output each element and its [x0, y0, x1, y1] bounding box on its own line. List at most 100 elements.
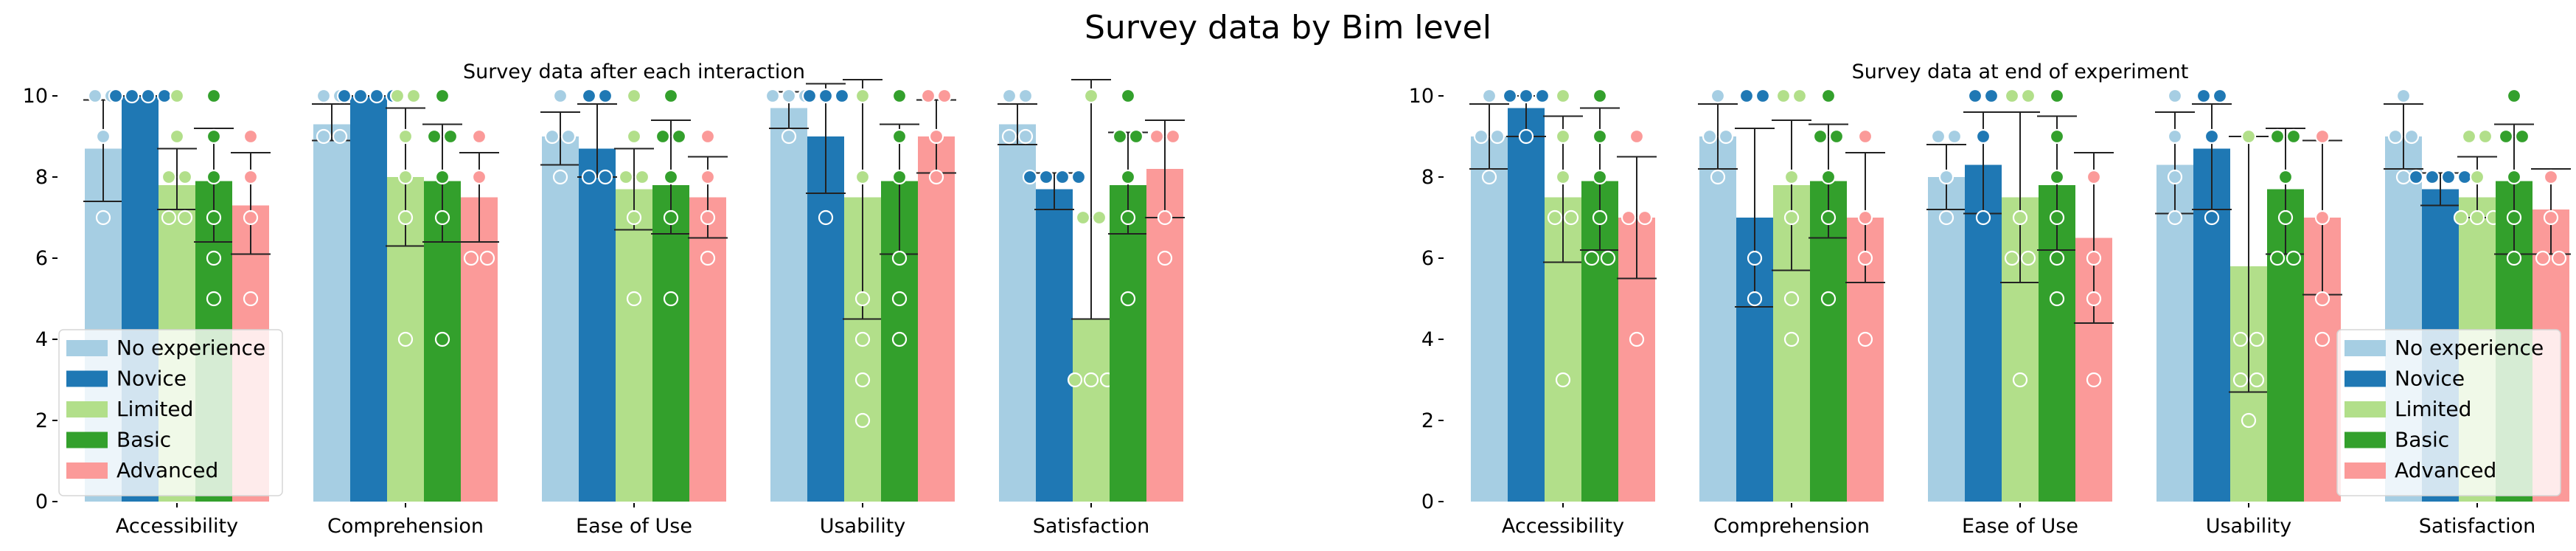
data-point: [1747, 291, 1763, 307]
data-point: [663, 88, 679, 104]
data-point: [1038, 169, 1054, 185]
data-point: [1555, 169, 1571, 185]
data-point: [2049, 88, 2065, 104]
bar-no-experience-comprehension: [1699, 136, 1736, 502]
data-point: [1938, 169, 1954, 185]
panel-after-interaction: Survey data after each interaction 0 2 4 6 8 1…: [23, 60, 1185, 538]
y-tick-label: 8: [1421, 166, 1434, 189]
legend-label-no-experience: No experience: [2395, 336, 2544, 360]
data-point: [1710, 88, 1726, 104]
data-point: [206, 291, 222, 307]
bar-basic-satisfaction: [1110, 185, 1146, 502]
data-point: [87, 88, 103, 104]
data-point: [700, 250, 716, 266]
data-point: [389, 88, 405, 104]
data-point: [2314, 331, 2330, 347]
bar-novice-accessibility: [1508, 108, 1545, 502]
data-point: [161, 209, 177, 226]
data-point: [2241, 412, 2257, 429]
data-point: [626, 209, 642, 226]
data-point: [2086, 250, 2102, 266]
data-point: [1702, 128, 1718, 145]
legend-frame: [2336, 329, 2561, 496]
data-point: [1518, 88, 1534, 104]
data-point: [2241, 128, 2257, 145]
data-point: [1555, 372, 1571, 388]
subplot-title: Survey data after each interaction: [463, 60, 805, 83]
data-point: [479, 250, 495, 266]
data-point: [765, 88, 781, 104]
legend-swatch-novice: [66, 370, 108, 387]
data-point: [1157, 209, 1173, 226]
data-point: [581, 88, 597, 104]
data-point: [352, 88, 369, 104]
data-point: [1792, 88, 1808, 104]
data-point: [434, 331, 450, 347]
data-point: [2167, 128, 2183, 145]
data-point: [169, 88, 185, 104]
data-point: [2543, 209, 2559, 226]
data-point: [434, 88, 450, 104]
data-point: [1120, 291, 1136, 307]
data-point: [1857, 128, 1873, 145]
data-point: [1534, 88, 1550, 104]
data-point: [626, 88, 642, 104]
data-point: [1812, 128, 1828, 145]
bar-advanced-comprehension: [461, 197, 498, 502]
y-tick-label: 10: [1409, 85, 1434, 108]
data-point: [140, 88, 156, 104]
data-point: [671, 128, 687, 145]
bar-no-experience-satisfaction: [999, 124, 1036, 502]
y-tick-label: 0: [35, 491, 48, 513]
legend-label-basic: Basic: [116, 428, 171, 452]
data-point: [177, 169, 193, 185]
data-point: [891, 331, 908, 347]
data-point: [854, 331, 871, 347]
y-tick-label: 4: [35, 328, 48, 351]
data-point: [434, 169, 450, 185]
x-tick-label: Accessibility: [1502, 515, 1624, 538]
data-point: [369, 88, 385, 104]
data-point: [663, 291, 679, 307]
data-point: [2469, 169, 2485, 185]
data-point: [1592, 209, 1608, 226]
legend-label-advanced: Advanced: [116, 458, 218, 482]
legend-swatch-novice: [2344, 370, 2386, 387]
y-tick-label: 10: [23, 85, 48, 108]
data-point: [2049, 169, 2065, 185]
data-point: [1820, 169, 1837, 185]
y-tick-label: 6: [35, 247, 48, 270]
data-point: [1983, 88, 1999, 104]
data-point: [2212, 88, 2228, 104]
data-point: [2408, 169, 2424, 185]
data-point: [397, 128, 414, 145]
data-point: [2514, 128, 2530, 145]
data-point: [1555, 128, 1571, 145]
legend-swatch-basic: [66, 432, 108, 448]
bar-advanced-usability: [918, 136, 955, 502]
bar-novice-ease-of-use: [579, 148, 616, 502]
data-point: [336, 88, 352, 104]
data-point: [928, 128, 944, 145]
data-point: [560, 128, 577, 145]
legend-label-novice: Novice: [116, 367, 187, 391]
data-point: [1629, 331, 1645, 347]
data-point: [1067, 372, 1083, 388]
data-point: [1112, 128, 1128, 145]
data-point: [2086, 291, 2102, 307]
data-point: [2086, 372, 2102, 388]
data-point: [891, 128, 908, 145]
data-point: [2277, 209, 2294, 226]
data-point: [2232, 331, 2249, 347]
data-point: [928, 169, 944, 185]
data-point: [2314, 128, 2330, 145]
data-point: [2049, 128, 2065, 145]
data-point: [1481, 169, 1497, 185]
data-point: [2249, 372, 2265, 388]
data-point: [2403, 128, 2420, 145]
x-tick-label: Comprehension: [327, 515, 484, 538]
data-point: [2506, 169, 2522, 185]
data-point: [920, 88, 936, 104]
data-point: [1938, 209, 1954, 226]
bar-novice-comprehension: [350, 96, 387, 502]
